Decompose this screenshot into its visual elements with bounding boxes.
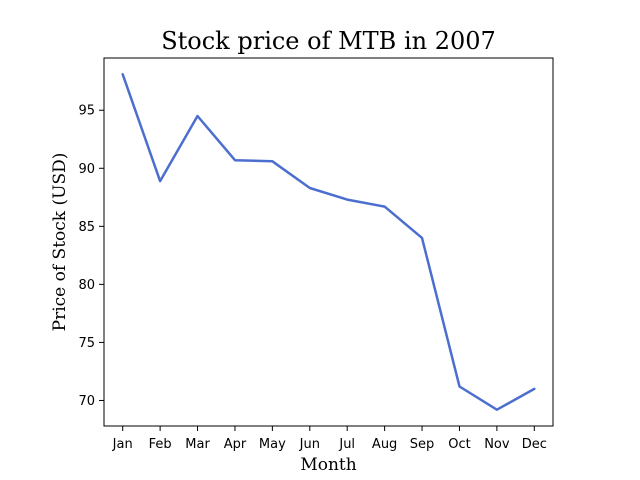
x-tick-label: Jan [112, 437, 133, 452]
y-tick-label: 75 [78, 336, 95, 351]
y-tick-label: 85 [78, 220, 95, 235]
y-axis: 70 75 80 85 90 95 [78, 104, 104, 409]
x-tick-label: Sep [410, 437, 435, 452]
x-tick-label: Apr [224, 437, 247, 452]
x-axis-label: Month [300, 455, 356, 475]
price-series-line [121, 73, 536, 411]
x-tick-label: Mar [185, 437, 210, 452]
chart-title: Stock price of MTB in 2007 [161, 27, 496, 55]
plot-area-frame [103, 57, 554, 427]
y-tick-label: 90 [78, 162, 95, 177]
x-tick-label: Aug [372, 437, 397, 452]
y-tick-label: 70 [78, 394, 95, 409]
x-tick-label: Jul [338, 437, 355, 452]
x-tick-label: May [259, 437, 286, 452]
y-tick-label: 80 [78, 278, 95, 293]
y-axis-label: Price of Stock (USD) [50, 153, 70, 332]
x-tick-label: Oct [448, 437, 470, 452]
x-tick-label: Jun [299, 437, 320, 452]
y-tick-label: 95 [78, 104, 95, 119]
x-tick-label: Feb [149, 437, 172, 452]
x-tick-label: Dec [522, 437, 547, 452]
x-axis: Jan Feb Mar Apr May Jun Jul Aug Sep Oct Nov Dec [112, 426, 547, 452]
x-tick-label: Nov [484, 437, 510, 452]
